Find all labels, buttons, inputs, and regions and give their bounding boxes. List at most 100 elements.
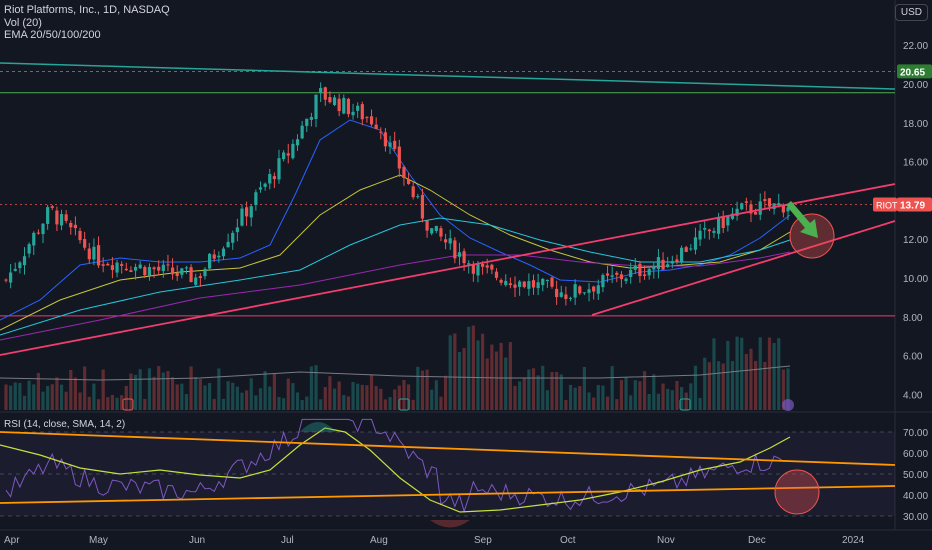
candle-body	[9, 272, 13, 283]
candle-body	[332, 97, 337, 106]
candle-body	[772, 203, 776, 209]
volume-bar	[550, 372, 554, 410]
volume-bar	[277, 396, 281, 410]
volume-bar	[471, 325, 475, 410]
candle-body	[291, 143, 295, 159]
candle-body	[175, 272, 179, 277]
candle-body	[434, 225, 438, 232]
ema-label[interactable]: EMA 20/50/100/200	[4, 29, 101, 41]
volume-bar	[754, 360, 758, 410]
volume-bar	[624, 377, 628, 410]
volume-bar	[212, 399, 216, 410]
currency-button[interactable]: USD	[894, 4, 928, 21]
candle-body	[476, 264, 480, 276]
time-tick-label: Nov	[657, 535, 675, 546]
volume-bar	[272, 373, 276, 410]
volume-bar	[647, 393, 651, 410]
candle-body	[152, 267, 156, 270]
candle-body	[189, 267, 193, 283]
candle-body	[513, 284, 517, 288]
volume-bar	[319, 399, 323, 410]
candle-body	[629, 269, 633, 277]
volume-bar	[559, 374, 563, 410]
volume-bar	[388, 397, 392, 410]
price-tick-label: 22.00	[903, 41, 928, 52]
candle-body	[416, 196, 420, 198]
volume-bar	[328, 376, 332, 410]
ema100-line	[0, 217, 791, 336]
candle-body	[383, 132, 388, 147]
candle-body	[545, 279, 549, 281]
volume-bar	[453, 333, 457, 410]
volume-bar	[633, 380, 637, 410]
candle-body	[587, 289, 591, 293]
candle-body	[397, 146, 401, 169]
candle-body	[369, 116, 374, 125]
volume-label[interactable]: Vol (20)	[4, 16, 42, 29]
volume-bar	[504, 357, 508, 410]
volume-bar	[703, 357, 707, 410]
candle-body	[245, 207, 249, 217]
volume-bar	[670, 390, 674, 410]
volume-bar	[652, 374, 656, 410]
volume-bar	[9, 385, 13, 410]
price-tick-label: 20.00	[903, 80, 928, 91]
candle-body	[231, 232, 235, 243]
candle-body	[439, 228, 443, 237]
volume-bar	[217, 368, 221, 410]
candle-body	[619, 274, 624, 280]
volume-bar	[430, 389, 434, 410]
candle-body	[652, 266, 656, 270]
candle-body	[559, 292, 563, 297]
ema50-line	[0, 174, 791, 331]
volume-bar	[721, 363, 725, 410]
volume-bar	[712, 338, 716, 410]
volume-bar	[457, 351, 462, 410]
volume-bar	[522, 377, 526, 410]
last-price-badge: 13.79	[900, 200, 925, 211]
candle-body	[157, 266, 161, 271]
candle-body	[240, 208, 244, 226]
rsi-tick-label: 50.00	[903, 470, 928, 481]
volume-bar	[203, 385, 207, 410]
volume-bar	[175, 384, 179, 410]
candle-body	[656, 257, 661, 269]
candle-body	[726, 216, 730, 226]
candle-body	[64, 214, 68, 221]
chart-title[interactable]: Riot Platforms, Inc., 1D, NASDAQ	[4, 4, 170, 16]
candle-body	[481, 263, 485, 267]
volume-bar	[596, 384, 600, 410]
rsi-tick-label: 70.00	[903, 428, 928, 439]
volume-bar	[383, 399, 388, 410]
volume-bar	[485, 358, 489, 410]
candle-body	[494, 271, 499, 278]
volume-bar	[726, 340, 730, 410]
volume-bar	[120, 395, 124, 410]
volume-bar	[420, 370, 425, 410]
candle-body	[50, 206, 54, 208]
candle-body	[453, 240, 457, 259]
candle-body	[730, 213, 735, 219]
last-price-badge-bg	[897, 197, 932, 212]
volume-bar	[698, 397, 702, 410]
rsi-label[interactable]: RSI (14, close, SMA, 14, 2)	[4, 419, 126, 430]
rsi-ma-line	[0, 427, 791, 513]
volume-bar	[365, 385, 369, 410]
candle-body	[282, 152, 286, 160]
rsi-overbought-fill	[300, 422, 336, 432]
candle-body	[351, 111, 355, 116]
candle-body	[443, 239, 448, 243]
volume-bar	[777, 338, 781, 410]
candle-body	[221, 248, 226, 257]
volume-bar	[170, 377, 175, 410]
price-tick-label: 4.00	[903, 390, 923, 401]
volume-bar	[536, 375, 540, 410]
volume-bar	[129, 373, 133, 410]
volume-bar	[772, 343, 776, 410]
volume-bar	[110, 394, 115, 410]
volume-bar	[397, 385, 401, 410]
volume-bar	[425, 369, 429, 410]
volume-bar	[416, 366, 420, 410]
volume-bar	[730, 360, 735, 410]
